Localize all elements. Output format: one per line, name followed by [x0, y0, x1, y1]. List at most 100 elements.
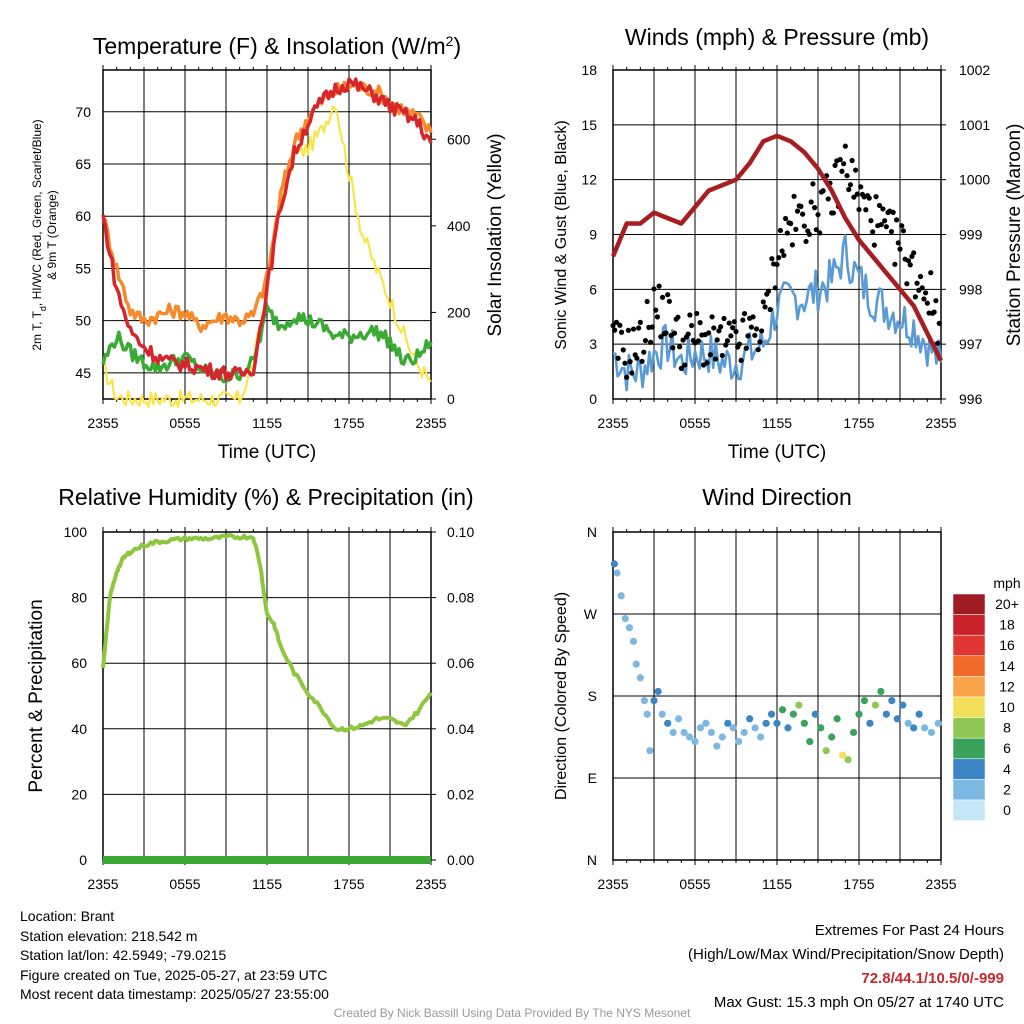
wind-gust-point	[670, 345, 676, 351]
wind-gust-point	[697, 320, 703, 326]
wind-gust-point	[895, 240, 901, 246]
dir-title: Wind Direction	[702, 484, 852, 510]
dir-point	[784, 724, 792, 732]
wind-gust-point	[866, 195, 872, 201]
wind-gust-point	[671, 330, 678, 336]
rh-series-rh	[101, 533, 433, 733]
dir-point	[751, 724, 759, 732]
wind-gust-point	[757, 339, 763, 345]
temp-y2tick-label: 400	[447, 218, 471, 234]
wind-ytick-label: 12	[581, 172, 597, 188]
wind-gust-point	[928, 270, 934, 276]
temp-ylabel-sub: d	[38, 306, 48, 311]
wind-gust-point	[651, 286, 657, 292]
wind-xtick-label: 2355	[925, 415, 956, 431]
wind-series-speed	[613, 234, 943, 392]
dir-point	[800, 719, 808, 727]
wind-gust-point	[923, 290, 929, 296]
wind-xtick-label: 2355	[597, 415, 628, 431]
wind-gust-point	[847, 182, 854, 188]
wind-gust-point	[806, 231, 813, 237]
wind-gust-point	[811, 205, 818, 211]
dir-point	[669, 728, 677, 737]
wind-y2label: Station Pressure (Maroon)	[1004, 124, 1024, 347]
wind-gust-point	[636, 325, 642, 331]
wind-title: Winds (mph) & Pressure (mb)	[625, 24, 929, 50]
wind-gust-point	[769, 256, 775, 262]
dir-xtick-label: 2355	[597, 876, 628, 892]
wind-gust-point	[654, 314, 661, 320]
dir-xtick-label: 0555	[679, 876, 710, 892]
wind-gust-point	[678, 365, 684, 371]
wind-gust-point	[801, 223, 807, 229]
temp-ytick-label: 60	[75, 208, 91, 224]
dir-point	[817, 724, 825, 732]
temp-panel: 45 50 55 60 65 70 0 200 400 600 Temperature (F) & …	[30, 33, 506, 463]
speed-legend-swatch	[952, 676, 986, 698]
dir-point	[934, 719, 942, 727]
temp-xtick-label: 1755	[333, 415, 364, 431]
wind-gust-point	[624, 374, 630, 380]
dir-point	[664, 719, 672, 727]
wind-gust-point	[658, 334, 664, 340]
dir-point	[691, 737, 699, 746]
wind-gust-point	[781, 252, 787, 258]
temp-y2tick-label: 600	[447, 131, 471, 147]
dir-point	[795, 701, 803, 709]
wind-gust-point	[784, 230, 790, 236]
wind-gust-point	[911, 250, 917, 256]
speed-legend-label: 10	[999, 699, 1015, 715]
dir-point	[806, 737, 814, 746]
speed-legend-swatch	[952, 655, 986, 677]
wind-gust-point	[665, 292, 671, 298]
dir-point	[921, 724, 929, 732]
temp-ytick-label: 70	[75, 104, 91, 120]
station-elevation: Station elevation: 218.542 m	[20, 927, 198, 944]
rh-y2tick-label: 0.06	[447, 655, 474, 671]
wind-gust-point	[641, 349, 647, 355]
temp-ylabel: 2m T, Td, HI/WC (Red, Green, Scarlet/Blu…	[30, 119, 48, 350]
dir-point	[625, 624, 634, 632]
wind-gust-point	[905, 258, 912, 264]
wind-gust-point	[724, 338, 731, 344]
rh-ytick-label: 60	[71, 655, 87, 671]
wind-gust-point	[765, 288, 772, 294]
dir-point	[610, 560, 618, 568]
wind-xlabel: Time (UTC)	[728, 442, 827, 463]
rh-ytick-label: 20	[71, 786, 87, 802]
wind-gust-point	[736, 341, 743, 347]
temp-y2label: Solar Insolation (Yellow)	[485, 133, 506, 336]
wind-gust-point	[711, 325, 717, 331]
wind-gust-point	[810, 181, 816, 187]
station-location: Location: Brant	[20, 908, 115, 924]
dir-point	[718, 733, 726, 741]
temp-ytick-label: 50	[75, 313, 91, 329]
rh-xtick-label: 2355	[415, 876, 446, 892]
temp-ylabel-a: 2m T, T	[30, 310, 44, 350]
wind-xtick-label: 1755	[843, 415, 874, 431]
dir-point	[696, 724, 705, 732]
wind-ytick-label: 18	[581, 62, 597, 78]
dir-point	[839, 751, 847, 759]
wind-gust-point	[846, 186, 852, 193]
dir-point	[855, 710, 863, 718]
wind-gust-point	[712, 356, 719, 362]
wind-gust-point	[680, 337, 686, 343]
dir-point	[860, 696, 869, 705]
dir-point	[724, 719, 732, 727]
wind-gust-point	[931, 309, 937, 315]
dir-point	[680, 728, 688, 737]
dir-point	[658, 710, 666, 718]
dir-point	[757, 733, 765, 741]
wind-y2tick-label: 998	[959, 281, 983, 297]
wind-gust-point	[613, 319, 620, 325]
wind-gust-point	[630, 326, 637, 332]
wind-gust-point	[653, 307, 659, 313]
wind-gust-point	[629, 370, 635, 376]
speed-legend-label: 16	[999, 637, 1015, 653]
wind-ytick-label: 3	[589, 336, 597, 352]
speed-legend-label: 0	[1003, 802, 1011, 818]
dir-point	[899, 701, 907, 709]
station-info: Location: Brant Station elevation: 218.5…	[20, 907, 329, 1005]
rh-ytick-label: 80	[71, 590, 87, 606]
